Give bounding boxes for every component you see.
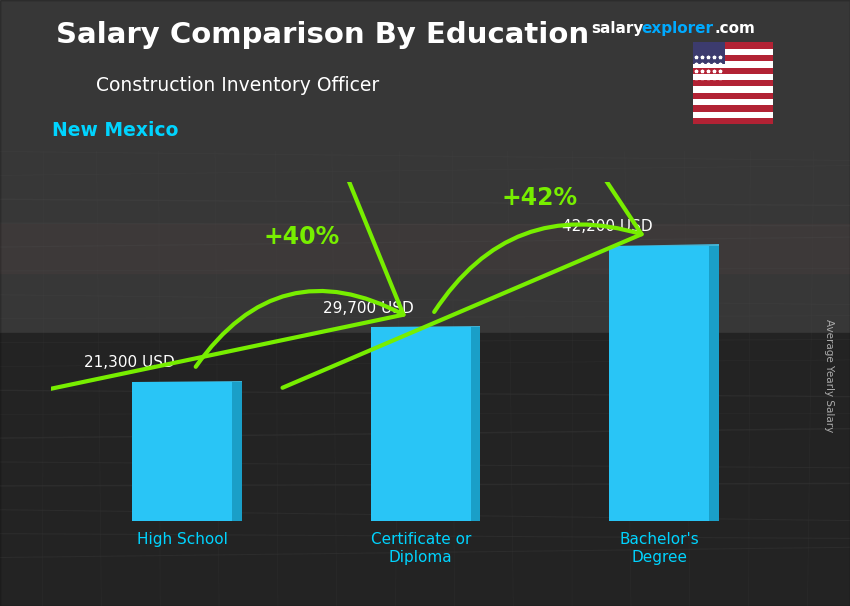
Bar (693, 80, 774, 87)
Text: 42,200 USD: 42,200 USD (562, 219, 652, 234)
Bar (693, 118, 774, 124)
Text: +42%: +42% (502, 186, 578, 210)
Bar (693, 105, 774, 112)
Bar (693, 68, 774, 74)
Bar (693, 42, 725, 64)
Bar (693, 112, 774, 118)
Bar (693, 48, 774, 55)
Text: +40%: +40% (264, 225, 340, 249)
Bar (693, 55, 774, 61)
Text: .com: .com (714, 21, 755, 36)
Bar (0, 224, 850, 273)
Bar (693, 99, 774, 105)
Bar (693, 74, 774, 80)
Bar (0, 333, 850, 606)
Bar (132, 382, 232, 521)
Polygon shape (609, 244, 719, 246)
Bar (693, 42, 774, 48)
Bar (609, 246, 710, 521)
FancyArrowPatch shape (21, 0, 404, 395)
Bar (693, 93, 774, 99)
Text: New Mexico: New Mexico (52, 121, 178, 140)
Text: 21,300 USD: 21,300 USD (84, 355, 175, 370)
Text: explorer: explorer (642, 21, 714, 36)
Polygon shape (371, 326, 480, 327)
Text: salary: salary (591, 21, 643, 36)
Text: Salary Comparison By Education: Salary Comparison By Education (56, 21, 590, 49)
FancyArrowPatch shape (282, 0, 642, 388)
Polygon shape (232, 382, 242, 521)
Text: Average Yearly Salary: Average Yearly Salary (824, 319, 834, 432)
Text: 29,700 USD: 29,700 USD (323, 301, 414, 316)
Polygon shape (471, 327, 480, 521)
Bar (371, 327, 471, 521)
Bar (693, 61, 774, 68)
Bar (693, 87, 774, 93)
Text: Construction Inventory Officer: Construction Inventory Officer (96, 76, 380, 95)
Polygon shape (710, 246, 719, 521)
Bar (0, 0, 850, 333)
Polygon shape (132, 381, 242, 382)
